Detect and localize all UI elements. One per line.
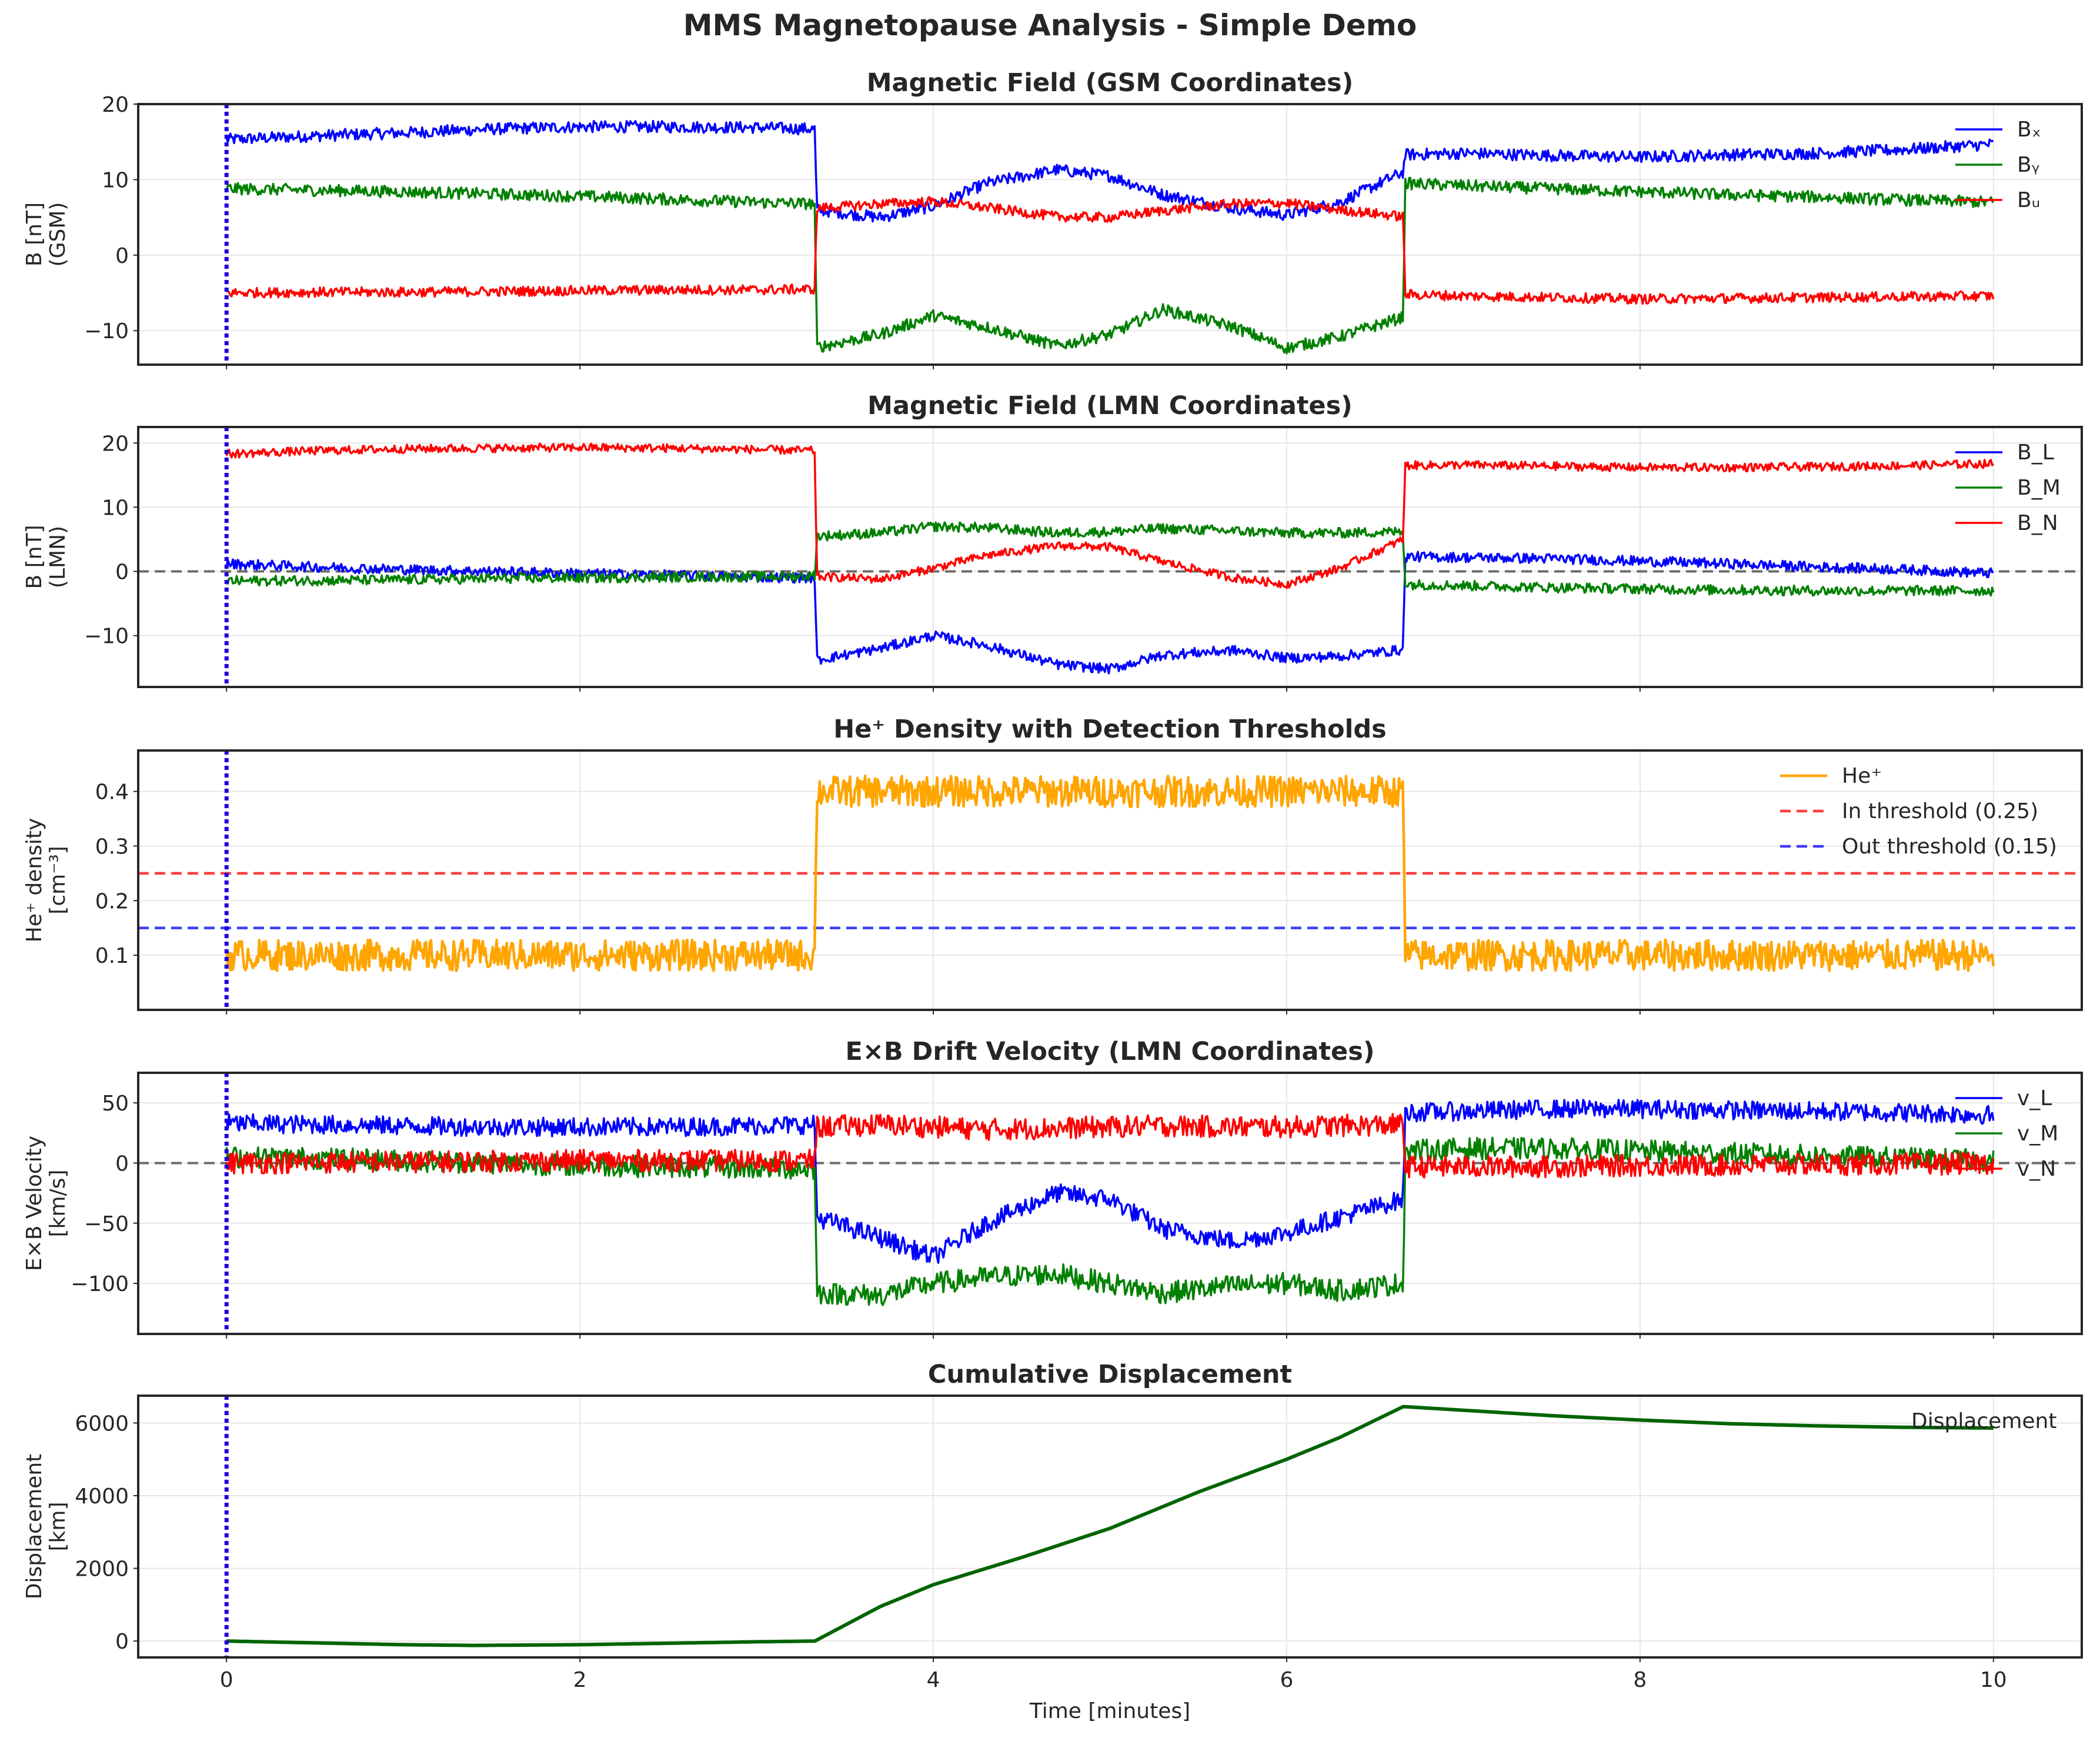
y-tick-label: 0 [115, 1630, 129, 1654]
legend-label: Out threshold (0.15) [1842, 835, 2057, 859]
y-tick-label: 4000 [75, 1485, 129, 1509]
series-line-Bᵧ [225, 176, 1995, 355]
series-line-Displacement [226, 1405, 1994, 1647]
legend: Bₓ Bᵧ Bᵤ [1955, 118, 2041, 212]
y-tick-label: −100 [71, 1272, 129, 1296]
x-axis-label: Time [minutes] [1029, 1699, 1190, 1723]
y-axis-label: B [nT] [22, 202, 46, 266]
series-line-v_L [225, 1099, 1995, 1264]
panel-title: Magnetic Field (GSM Coordinates) [867, 68, 1354, 98]
legend: B_L B_M B_N [1955, 441, 2061, 535]
y-axis-label: Displacement [22, 1454, 46, 1599]
y-tick-label: 0 [115, 1152, 129, 1176]
y-tick-label: 0 [115, 244, 129, 268]
legend-label: B_N [2017, 511, 2058, 535]
legend-label: B_L [2017, 441, 2054, 465]
panel-title: Cumulative Displacement [928, 1360, 1292, 1389]
legend: He⁺ In threshold (0.25) Out threshold (0.1… [1780, 764, 2057, 859]
y-tick-label: −10 [84, 319, 129, 343]
legend-label: B_M [2017, 476, 2061, 500]
y-tick-label: 0 [115, 561, 129, 585]
figure-title: MMS Magnetopause Analysis - Simple Demo [683, 8, 1417, 42]
axes-frame [137, 1395, 2083, 1659]
legend: Displacement [1911, 1409, 2056, 1433]
legend-label: v_M [2017, 1122, 2058, 1146]
x-tick-label: 0 [220, 1668, 233, 1692]
legend-label: Bᵤ [2017, 188, 2040, 212]
y-axis-label: [cm⁻³] [46, 846, 70, 914]
legend-label: Bᵧ [2017, 153, 2039, 177]
y-tick-label: 20 [102, 432, 129, 456]
x-tick-label: 6 [1280, 1668, 1294, 1692]
y-axis-label: (LMN) [46, 526, 70, 588]
panel-3: He⁺ Density with Detection Thresholds 0.1… [22, 715, 2083, 1015]
x-tick-label: 2 [573, 1668, 587, 1692]
series-line-Bᵤ [226, 196, 1995, 305]
series-line-Bₓ [225, 119, 1994, 223]
y-axis-label: He⁺ density [22, 818, 46, 943]
y-tick-label: 0.1 [95, 944, 129, 968]
legend-label: v_N [2017, 1157, 2056, 1181]
axes-frame [137, 749, 2083, 1011]
y-tick-label: 6000 [75, 1412, 129, 1436]
x-tick-label: 4 [927, 1668, 940, 1692]
legend-label: v_L [2017, 1086, 2052, 1110]
legend-label: Displacement [1911, 1409, 2056, 1433]
y-axis-label: (GSM) [46, 202, 70, 267]
series-line-v_N [225, 1113, 1995, 1179]
legend: v_L v_M v_N [1955, 1086, 2058, 1181]
panel-title: E×B Drift Velocity (LMN Coordinates) [846, 1037, 1375, 1066]
panel-5: Cumulative Displacement 0 2000 4000 6000 Disp… [22, 1360, 2083, 1662]
y-tick-label: 10 [102, 168, 129, 192]
panel-2: Magnetic Field (LMN Coordinates) −10 0 10 20… [22, 391, 2083, 692]
axes-frame [137, 103, 2083, 366]
y-tick-label: 2000 [75, 1557, 129, 1582]
legend-label: Bₓ [2017, 118, 2041, 142]
y-axis-label: [km/s] [46, 1170, 70, 1237]
y-tick-label: −50 [84, 1212, 129, 1236]
x-tick-label: 8 [1633, 1668, 1647, 1692]
axes-frame [137, 426, 2083, 688]
panel-title: He⁺ Density with Detection Thresholds [833, 715, 1386, 744]
axes-frame [137, 1072, 2083, 1335]
y-tick-label: 20 [102, 93, 129, 117]
y-tick-label: 0.2 [95, 889, 129, 913]
y-tick-label: −10 [84, 625, 129, 649]
panel-title: Magnetic Field (LMN Coordinates) [867, 391, 1353, 421]
series-line-He⁺ [225, 774, 1995, 972]
series-line-B_L [225, 551, 1994, 675]
y-tick-label: 10 [102, 496, 129, 520]
panel-4: E×B Drift Velocity (LMN Coordinates) −100… [22, 1037, 2083, 1339]
series-line-B_M [225, 521, 1995, 597]
y-tick-label: 50 [102, 1092, 129, 1116]
x-tick-label: 10 [1980, 1668, 2007, 1692]
series-line-B_N [225, 442, 1995, 589]
legend-label: He⁺ [1842, 764, 1882, 788]
panel-1: Magnetic Field (GSM Coordinates) −10 0 10 20… [22, 68, 2083, 369]
y-tick-label: 0.3 [95, 835, 129, 859]
y-axis-label: E×B Velocity [22, 1136, 46, 1271]
y-tick-label: 0.4 [95, 780, 129, 805]
y-axis-label: [km] [46, 1502, 70, 1551]
y-axis-label: B [nT] [22, 525, 46, 589]
legend-label: In threshold (0.25) [1842, 799, 2038, 823]
